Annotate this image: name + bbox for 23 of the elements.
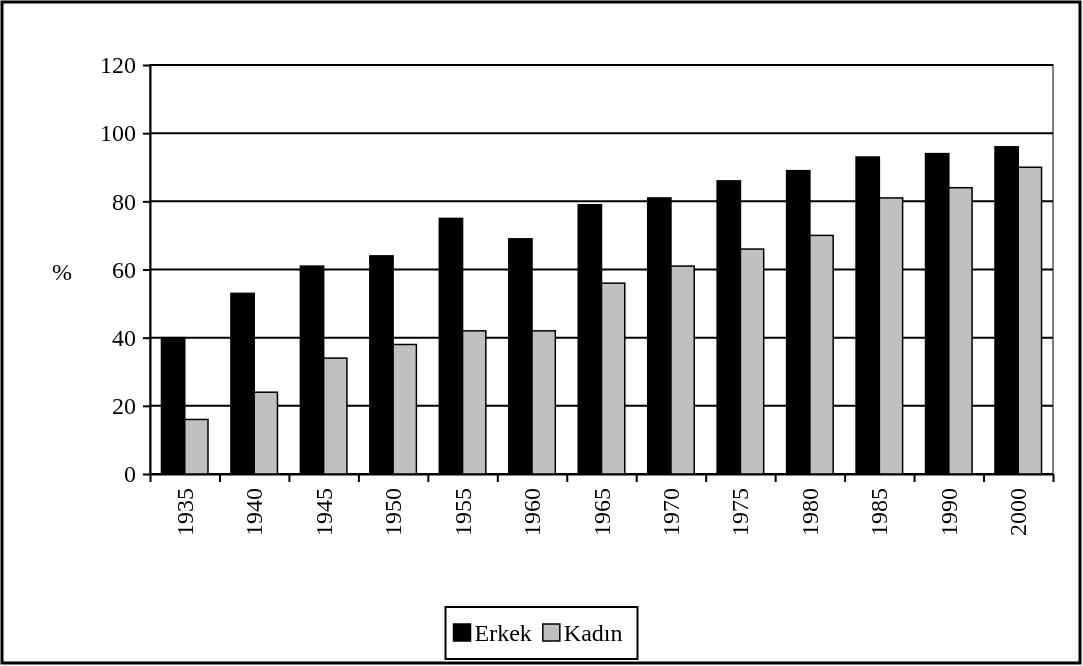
y-tick-label: 100 [100,120,136,147]
y-tick-label: 40 [112,324,136,351]
y-tick-label: 120 [100,52,136,79]
legend-label: Erkek [474,620,532,646]
x-tick-label: 1945 [310,488,337,536]
y-tick-label: 80 [112,188,136,215]
y-axis-title: % [52,259,72,285]
y-tick-label: 60 [112,256,136,283]
x-tick-label: 1980 [796,488,823,536]
x-tick-label: 1955 [449,488,476,536]
x-tick-label: 1960 [519,488,546,536]
legend-label: Kadın [563,620,623,646]
x-tick-label: 1990 [935,488,962,536]
x-tick-label: 1950 [380,488,407,536]
x-tick-label: 1975 [727,488,754,536]
y-tick-label: 0 [124,461,136,488]
x-tick-label: 2000 [1005,488,1032,536]
x-tick-label: 1965 [588,488,615,536]
x-tick-label: 1940 [241,488,268,536]
x-tick-label: 1970 [657,488,684,536]
x-tick-label: 1935 [171,488,198,536]
y-tick-label: 20 [112,393,136,420]
x-tick-label: 1985 [866,488,893,536]
